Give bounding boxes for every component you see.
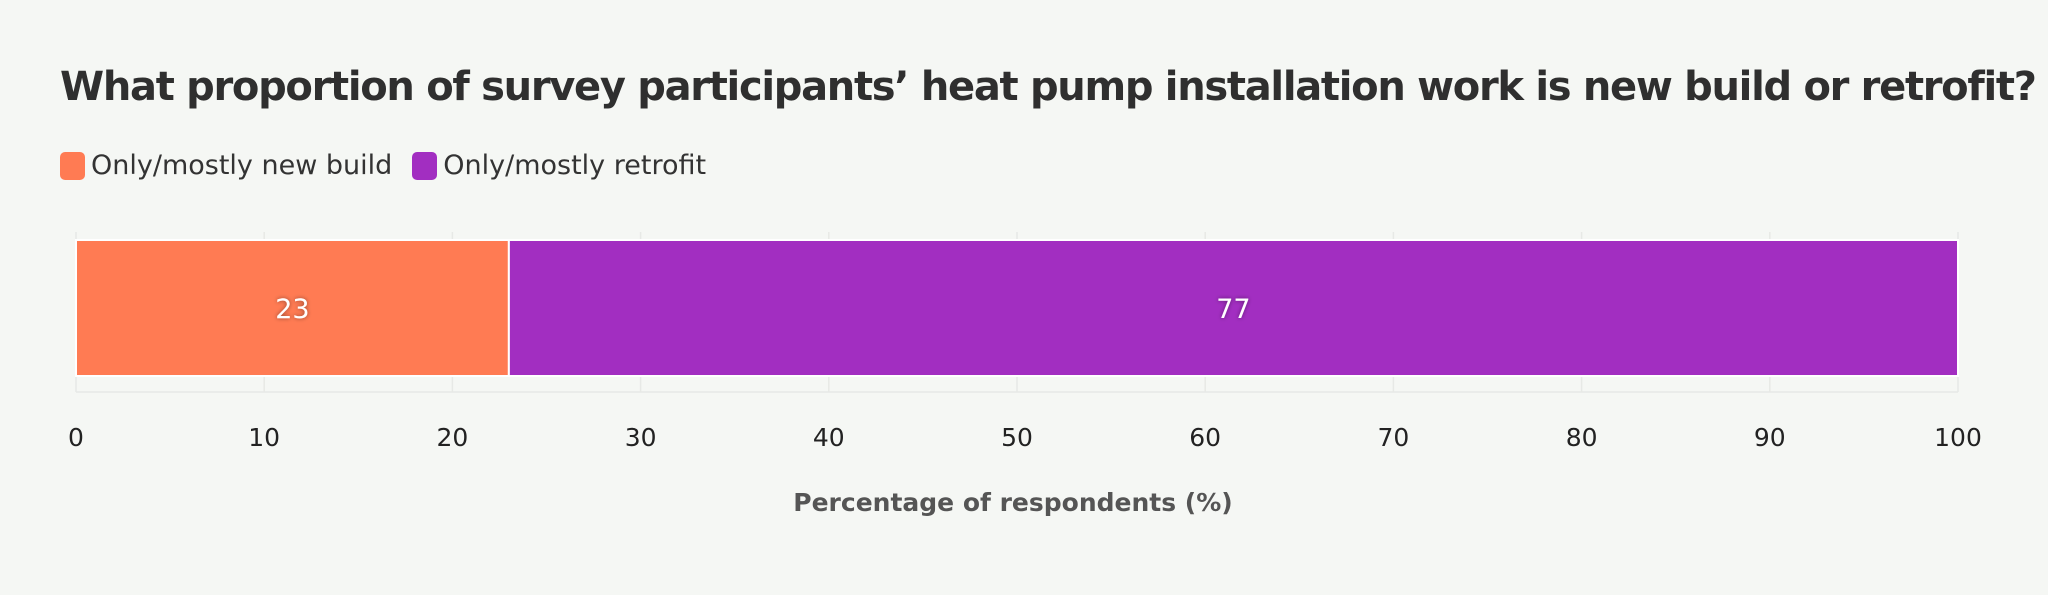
- x-tick-label-80: 80: [1566, 423, 1598, 452]
- legend-label-retrofit: Only/mostly retrofit: [443, 150, 707, 181]
- legend-swatch-retrofit: [412, 151, 438, 180]
- legend-swatch-new-build: [60, 151, 85, 180]
- bar-segment-1[interactable]: [507, 239, 1959, 377]
- x-axis-title: Percentage of respondents (%): [793, 488, 1232, 517]
- x-tick-label-70: 70: [1377, 423, 1409, 452]
- x-tick-label-10: 10: [248, 423, 280, 452]
- x-tick-label-20: 20: [436, 423, 468, 452]
- legend-item-retrofit[interactable]: Only/mostly retrofit: [412, 150, 706, 181]
- legend-label-new-build: Only/mostly new build: [91, 150, 393, 181]
- legend-item-new-build[interactable]: Only/mostly new build: [60, 150, 392, 181]
- x-tick-label-30: 30: [625, 423, 657, 452]
- x-tick-label-60: 60: [1189, 423, 1221, 452]
- chart-title: What proportion of survey participants’ …: [60, 64, 2037, 110]
- x-tick-label-40: 40: [813, 423, 845, 452]
- x-tick-label-50: 50: [1001, 423, 1033, 452]
- x-tick-label-0: 0: [68, 423, 84, 452]
- x-tick-label-90: 90: [1754, 423, 1786, 452]
- data-label-1: 77: [1216, 294, 1250, 325]
- data-label-0: 23: [275, 294, 309, 325]
- legend: Only/mostly new build Only/mostly retrof…: [60, 150, 706, 181]
- x-tick-label-100: 100: [1934, 423, 1982, 452]
